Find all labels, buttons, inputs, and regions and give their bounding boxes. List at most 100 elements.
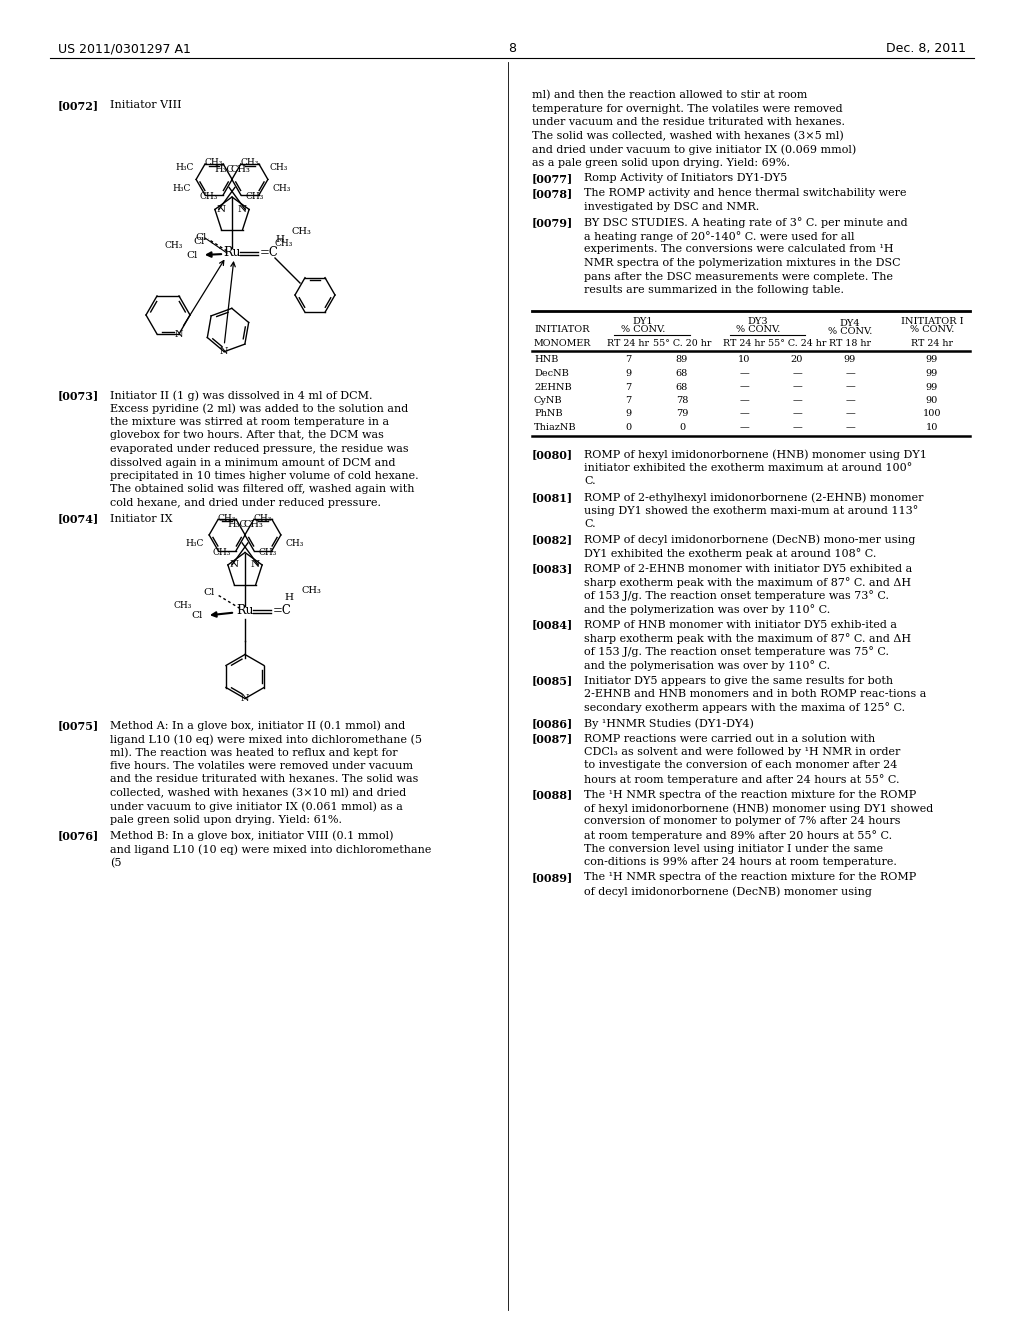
Text: % CONV.: % CONV.: [827, 326, 872, 335]
Text: Initiator DY5 appears to give the same results for both: Initiator DY5 appears to give the same r…: [584, 676, 893, 685]
Text: ml). The reaction was heated to reflux and kept for: ml). The reaction was heated to reflux a…: [110, 747, 397, 758]
Text: ROMP of 2-EHNB monomer with initiator DY5 exhibited a: ROMP of 2-EHNB monomer with initiator DY…: [584, 564, 912, 573]
Text: 2EHNB: 2EHNB: [534, 383, 571, 392]
Text: cold hexane, and dried under reduced pressure.: cold hexane, and dried under reduced pre…: [110, 498, 381, 508]
Text: The conversion level using initiator I under the same: The conversion level using initiator I u…: [584, 843, 883, 854]
Text: Method A: In a glove box, initiator II (0.1 mmol) and: Method A: In a glove box, initiator II (…: [110, 721, 406, 731]
Text: dissolved again in a minimum amount of DCM and: dissolved again in a minimum amount of D…: [110, 458, 395, 467]
Text: DY1 exhibited the exotherm peak at around 108° C.: DY1 exhibited the exotherm peak at aroun…: [584, 548, 877, 558]
Text: at room temperature and 89% after 20 hours at 55° C.: at room temperature and 89% after 20 hou…: [584, 830, 892, 841]
Text: CH₃: CH₃: [230, 165, 250, 174]
Text: RT 24 hr: RT 24 hr: [911, 338, 953, 347]
Text: —: —: [793, 422, 802, 432]
Text: precipitated in 10 times higher volume of cold hexane.: precipitated in 10 times higher volume o…: [110, 471, 419, 480]
Text: PhNB: PhNB: [534, 409, 562, 418]
Text: ROMP of decyl imidonorbornene (DecNB) mono-mer using: ROMP of decyl imidonorbornene (DecNB) mo…: [584, 535, 915, 545]
Text: [0089]: [0089]: [532, 873, 573, 883]
Text: H₃C: H₃C: [185, 540, 204, 548]
Text: 10: 10: [926, 422, 938, 432]
Text: H: H: [275, 235, 285, 243]
Text: Dec. 8, 2011: Dec. 8, 2011: [886, 42, 966, 55]
Text: [0077]: [0077]: [532, 173, 573, 183]
Text: glovebox for two hours. After that, the DCM was: glovebox for two hours. After that, the …: [110, 430, 384, 441]
Text: 8: 8: [508, 42, 516, 55]
Text: CH₃: CH₃: [292, 227, 312, 235]
Text: [0075]: [0075]: [58, 721, 99, 731]
Text: 99: 99: [926, 383, 938, 392]
Text: Initiator VIII: Initiator VIII: [110, 100, 181, 110]
Text: MONOMER: MONOMER: [534, 338, 592, 347]
Text: 0: 0: [679, 422, 685, 432]
Text: The solid was collected, washed with hexanes (3×5 ml): The solid was collected, washed with hex…: [532, 131, 844, 141]
Text: =C: =C: [260, 247, 279, 260]
Text: 99: 99: [844, 355, 856, 364]
Text: N: N: [251, 561, 260, 569]
Text: [0082]: [0082]: [532, 535, 573, 545]
Text: CDCl₃ as solvent and were followed by ¹H NMR in order: CDCl₃ as solvent and were followed by ¹H…: [584, 747, 900, 756]
Text: five hours. The volatiles were removed under vacuum: five hours. The volatiles were removed u…: [110, 762, 413, 771]
Text: N: N: [175, 330, 183, 338]
Text: sharp exotherm peak with the maximum of 87° C. and ΔH: sharp exotherm peak with the maximum of …: [584, 634, 911, 644]
Text: under vacuum to give initiator IX (0.061 mmol) as a: under vacuum to give initiator IX (0.061…: [110, 801, 402, 812]
Text: N: N: [220, 347, 228, 356]
Text: evaporated under reduced pressure, the residue was: evaporated under reduced pressure, the r…: [110, 444, 409, 454]
Text: a heating range of 20°-140° C. were used for all: a heating range of 20°-140° C. were used…: [584, 231, 854, 242]
Text: Cl: Cl: [191, 611, 203, 620]
Text: N: N: [217, 205, 226, 214]
Text: 79: 79: [676, 409, 688, 418]
Text: under vacuum and the residue triturated with hexanes.: under vacuum and the residue triturated …: [532, 117, 845, 127]
Text: Cl: Cl: [204, 587, 215, 597]
Text: experiments. The conversions were calculated from ¹H: experiments. The conversions were calcul…: [584, 244, 894, 255]
Text: % CONV.: % CONV.: [909, 325, 954, 334]
Text: CH₃: CH₃: [213, 548, 231, 557]
Text: N: N: [229, 561, 239, 569]
Text: % CONV.: % CONV.: [621, 325, 666, 334]
Text: —: —: [845, 409, 855, 418]
Text: CH₃: CH₃: [301, 586, 321, 595]
Text: 90: 90: [926, 396, 938, 405]
Text: 99: 99: [926, 370, 938, 378]
Text: DecNB: DecNB: [534, 370, 569, 378]
Text: (5: (5: [110, 858, 122, 867]
Text: Ru: Ru: [223, 247, 241, 260]
Text: CH₃: CH₃: [241, 158, 259, 168]
Text: of 153 J/g. The reaction onset temperature was 73° C.: of 153 J/g. The reaction onset temperatu…: [584, 590, 889, 602]
Text: CH₃: CH₃: [243, 520, 263, 529]
Text: investigated by DSC and NMR.: investigated by DSC and NMR.: [584, 202, 759, 213]
Text: of hexyl imidonorbornene (HNB) monomer using DY1 showed: of hexyl imidonorbornene (HNB) monomer u…: [584, 803, 933, 813]
Text: CH₃: CH₃: [286, 540, 304, 548]
Text: —: —: [793, 383, 802, 392]
Text: The ¹H NMR spectra of the reaction mixture for the ROMP: The ¹H NMR spectra of the reaction mixtu…: [584, 873, 916, 883]
Text: % CONV.: % CONV.: [736, 325, 780, 334]
Text: Cl: Cl: [186, 251, 198, 260]
Text: the mixture was stirred at room temperature in a: the mixture was stirred at room temperat…: [110, 417, 389, 426]
Text: sharp exotherm peak with the maximum of 87° C. and ΔH: sharp exotherm peak with the maximum of …: [584, 577, 911, 587]
Text: [0078]: [0078]: [532, 189, 573, 199]
Text: conversion of monomer to polymer of 7% after 24 hours: conversion of monomer to polymer of 7% a…: [584, 817, 900, 826]
Text: results are summarized in the following table.: results are summarized in the following …: [584, 285, 844, 294]
Text: C.: C.: [584, 477, 596, 487]
Text: 10: 10: [738, 355, 751, 364]
Text: H₃C: H₃C: [227, 520, 247, 529]
Text: 55° C. 24 hr: 55° C. 24 hr: [768, 338, 826, 347]
Text: Method B: In a glove box, initiator VIII (0.1 mmol): Method B: In a glove box, initiator VIII…: [110, 830, 393, 841]
Text: US 2011/0301297 A1: US 2011/0301297 A1: [58, 42, 190, 55]
Text: N: N: [238, 205, 247, 214]
Text: secondary exotherm appears with the maxima of 125° C.: secondary exotherm appears with the maxi…: [584, 702, 905, 713]
Text: CH₃: CH₃: [200, 193, 218, 202]
Text: of 153 J/g. The reaction onset temperature was 75° C.: of 153 J/g. The reaction onset temperatu…: [584, 647, 889, 657]
Text: H₃C: H₃C: [214, 165, 233, 174]
Text: —: —: [845, 383, 855, 392]
Text: 7: 7: [625, 383, 631, 392]
Text: [0083]: [0083]: [532, 564, 573, 574]
Text: [0076]: [0076]: [58, 830, 99, 842]
Text: NMR spectra of the polymerization mixtures in the DSC: NMR spectra of the polymerization mixtur…: [584, 257, 901, 268]
Text: INITIATOR I: INITIATOR I: [901, 317, 964, 326]
Text: CH₃: CH₃: [246, 193, 264, 202]
Text: RT 24 hr: RT 24 hr: [723, 338, 765, 347]
Text: ThiazNB: ThiazNB: [534, 422, 577, 432]
Text: BY DSC STUDIES. A heating rate of 3° C. per minute and: BY DSC STUDIES. A heating rate of 3° C. …: [584, 218, 907, 228]
Text: [0088]: [0088]: [532, 789, 573, 800]
Text: [0086]: [0086]: [532, 718, 573, 729]
Text: temperature for overnight. The volatiles were removed: temperature for overnight. The volatiles…: [532, 103, 843, 114]
